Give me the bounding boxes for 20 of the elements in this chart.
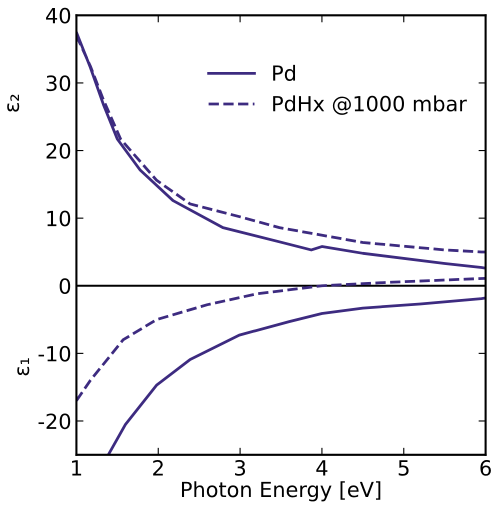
y-tick-label: 20: [46, 143, 70, 159]
x-tick-label: 4: [316, 460, 328, 476]
y-tick-label: -20: [38, 413, 70, 430]
y-tick-label: 40: [46, 8, 70, 24]
x-tick-label: 3: [235, 460, 246, 476]
x-tick-label: 5: [398, 460, 409, 476]
legend-label: Pd: [273, 64, 296, 81]
text: ε₁: [17, 358, 30, 376]
legend-label: PdHx @1000 mbar: [273, 95, 467, 115]
x-tick-label: 2: [153, 460, 163, 476]
line-series: [106, 296, 486, 455]
x-tick-label: 1: [72, 460, 82, 476]
y-axis-title: ε₂: [7, 94, 20, 112]
y-tick-label: 10: [47, 210, 70, 226]
y-tick-label: -10: [38, 346, 70, 362]
y-tick-label: 30: [46, 75, 70, 92]
y-tick-label: 0: [60, 278, 70, 294]
x-tick-label: 6: [480, 460, 491, 476]
x-axis-title: Photon Energy [eV]: [182, 481, 380, 502]
line-series: [76, 276, 486, 402]
